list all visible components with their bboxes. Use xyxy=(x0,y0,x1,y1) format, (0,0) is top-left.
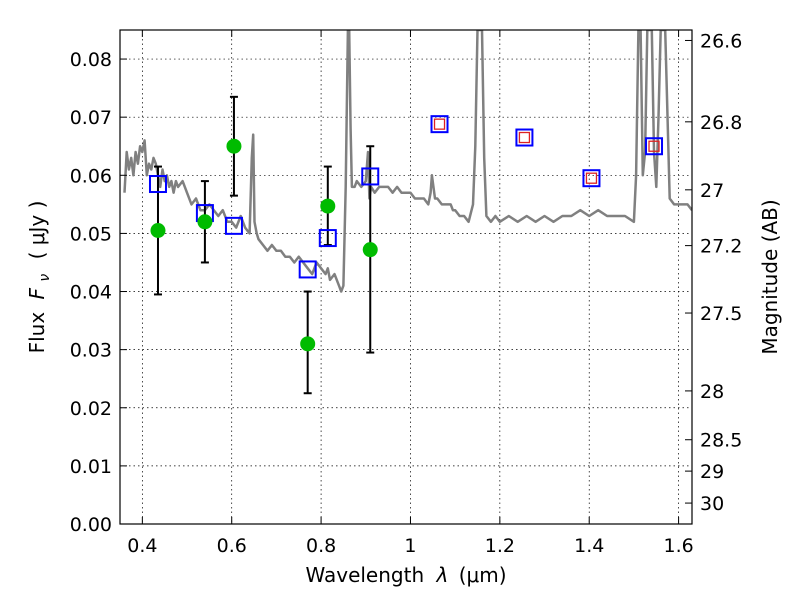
observed-point-5 xyxy=(362,242,378,258)
y-tick-label: 0.05 xyxy=(70,223,112,245)
nir-square-outer-0 xyxy=(430,115,449,134)
model-square-point-4 xyxy=(318,229,337,248)
model-square-point-0 xyxy=(148,175,167,194)
observed-point-2 xyxy=(226,138,242,154)
grid-lines xyxy=(120,30,692,525)
y-tick-label: 0.04 xyxy=(70,282,112,304)
x-tick-label: 1.2 xyxy=(485,535,515,557)
y2-tick-label: 29 xyxy=(700,461,724,483)
y-axis-label-prefix: Flux xyxy=(25,312,49,354)
y-axis-label-symbol: F xyxy=(25,287,49,299)
observed-point-0 xyxy=(150,223,166,239)
x-tick-label: 1 xyxy=(404,535,416,557)
y-tick-label: 0.07 xyxy=(70,107,112,129)
y-tick-label: 0.02 xyxy=(70,398,112,420)
y2-tick-label: 30 xyxy=(700,493,724,515)
y-axis-label: Flux F ν ( μJy ) xyxy=(25,201,54,354)
nir-square-outer-3 xyxy=(645,137,664,156)
model-square-point-2 xyxy=(224,216,243,235)
y-tick-label: 0.08 xyxy=(70,49,112,71)
x-axis-label-prefix: Wavelength xyxy=(305,563,424,587)
x-tick-label: 0.6 xyxy=(217,535,247,557)
y2-tick-label: 27.2 xyxy=(700,236,742,258)
y2-tick-label: 27 xyxy=(700,180,724,202)
y2-tick-label: 28 xyxy=(700,381,724,403)
model-square-point-3 xyxy=(298,260,317,279)
nir-square-inner-2 xyxy=(585,172,598,184)
model-sed-line xyxy=(123,30,692,293)
observed-point-3 xyxy=(300,336,316,352)
x-axis-label-unit: (μm) xyxy=(459,563,507,587)
observed-point-1 xyxy=(197,214,213,230)
x-tick-label: 1.4 xyxy=(574,535,604,557)
errorbars-group xyxy=(153,95,375,395)
y2-axis-label: Magnitude (AB) xyxy=(758,199,782,354)
y2-tick-label: 28.5 xyxy=(700,430,742,452)
nir-square-outer-2 xyxy=(582,169,601,188)
x-tick-label: 1.6 xyxy=(663,535,693,557)
nir-square-inner-1 xyxy=(518,131,531,144)
x-tick-label: 0.8 xyxy=(306,535,336,557)
axes-frame xyxy=(119,29,693,525)
model-square-point-5 xyxy=(361,167,380,186)
y2-tick-label: 27.5 xyxy=(700,303,742,325)
x-tick-label: 0.4 xyxy=(127,535,157,557)
y-axis-label-subscript: ν xyxy=(37,274,53,282)
y-tick-label: 0.06 xyxy=(70,165,112,187)
nir-square-inner-3 xyxy=(648,140,660,152)
nir-square-outer-1 xyxy=(515,128,534,147)
y-tick-label: 0.00 xyxy=(70,514,112,536)
y2-tick-label: 26.8 xyxy=(700,112,742,134)
x-axis-label: Wavelength λ (μm) xyxy=(305,563,506,587)
nir-square-inner-0 xyxy=(433,118,446,130)
x-axis-label-symbol: λ xyxy=(436,563,449,587)
observed-point-4 xyxy=(320,198,336,214)
axis-ticks: 0.4 0.6 0.8 1 1.2 1.4 1.6 0.00 0.01 0.02 0.03 0.04 0… xyxy=(70,30,742,557)
y-tick-label: 0.01 xyxy=(70,456,112,478)
y-tick-label: 0.03 xyxy=(70,340,112,362)
model-sed-series xyxy=(123,30,692,293)
y-axis-label-unit: ( μJy ) xyxy=(25,201,49,260)
data-points-group xyxy=(148,115,664,352)
y2-tick-label: 26.6 xyxy=(700,30,742,52)
